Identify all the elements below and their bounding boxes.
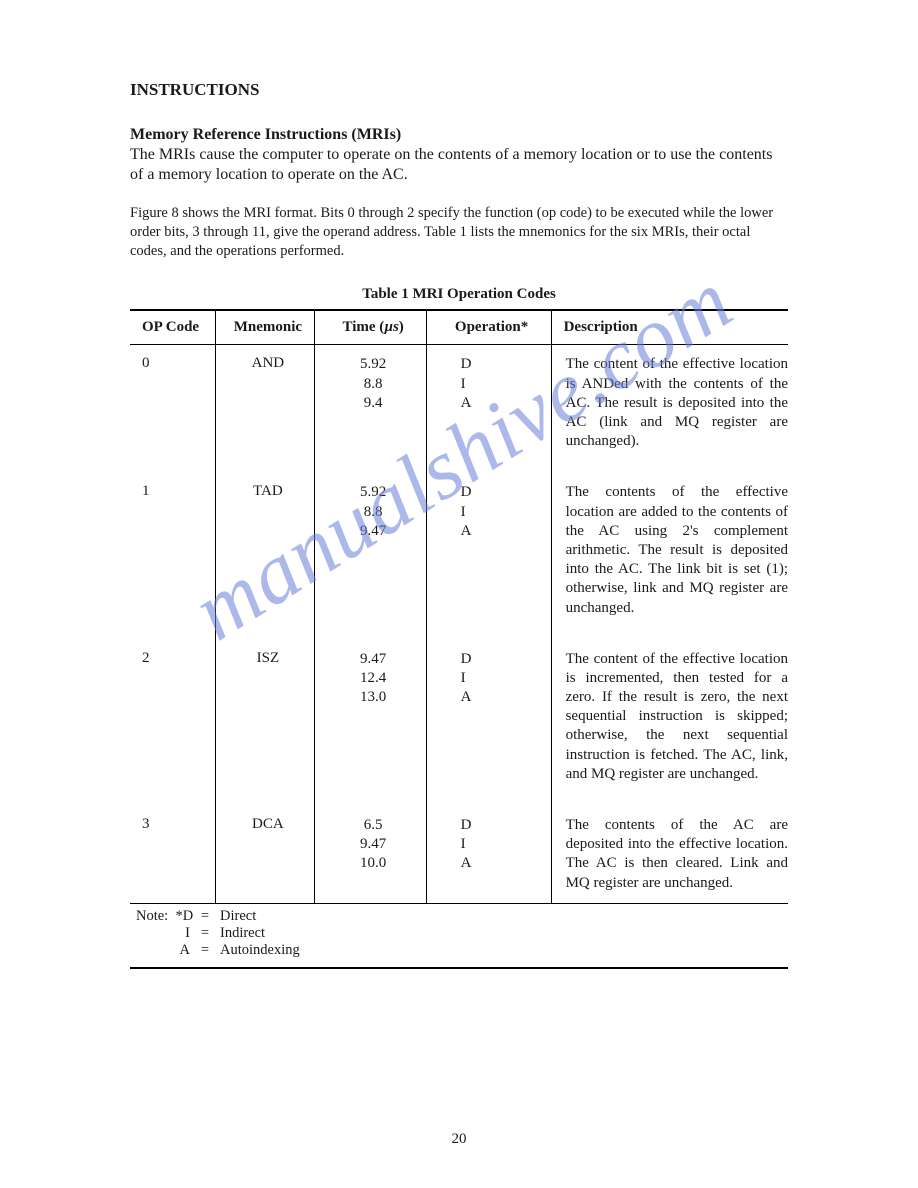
cell-mnemonic: TAD [216,473,315,639]
note-value: Indirect [214,925,265,942]
note-label: I [136,925,196,942]
cell-mnemonic: AND [216,345,315,473]
note-row: A = Autoindexing [136,942,788,959]
op-value: I [461,835,545,854]
col-header-time: Time (µs) [314,310,426,345]
section-heading: INSTRUCTIONS [130,80,788,100]
op-value: D [461,483,545,502]
note-row: I = Indirect [136,925,788,942]
op-value: A [461,394,545,413]
time-value: 6.5 [327,816,420,835]
cell-opcode: 3 [130,806,216,903]
page-number: 20 [0,1131,918,1148]
note-label: A [136,942,196,959]
cell-mnemonic: ISZ [216,640,315,806]
time-label-suffix: ) [399,319,404,335]
time-value: 9.47 [327,522,420,541]
time-value: 12.4 [327,669,420,688]
note-equals: = [196,925,214,942]
cell-opcode: 1 [130,473,216,639]
time-value: 9.4 [327,394,420,413]
time-value: 8.8 [327,503,420,522]
time-value: 9.47 [327,835,420,854]
table-header-row: OP Code Mnemonic Time (µs) Operation* De… [130,310,788,345]
op-value: A [461,854,545,873]
table-row: 2 ISZ 9.47 12.4 13.0 D I A The content o… [130,640,788,806]
mri-opcodes-table: OP Code Mnemonic Time (µs) Operation* De… [130,309,788,903]
op-value: A [461,688,545,707]
op-value: D [461,816,545,835]
cell-operation: D I A [426,640,551,806]
cell-opcode: 0 [130,345,216,473]
time-value: 9.47 [327,650,420,669]
time-value: 5.92 [327,355,420,374]
col-header-opcode: OP Code [130,310,216,345]
table-row: 1 TAD 5.92 8.8 9.47 D I A The contents o… [130,473,788,639]
cell-description: The content of the effective location is… [551,640,788,806]
note-label: *D [175,908,193,924]
cell-opcode: 2 [130,640,216,806]
time-value: 8.8 [327,375,420,394]
cell-mnemonic: DCA [216,806,315,903]
time-value: 13.0 [327,688,420,707]
document-page: INSTRUCTIONS Memory Reference Instructio… [0,0,918,1029]
time-value: 5.92 [327,483,420,502]
time-value: 10.0 [327,854,420,873]
note-prefix: Note: *D [136,908,196,925]
note-row: Note: *D = Direct [136,908,788,925]
time-label-prefix: Time ( [343,319,385,335]
figure-paragraph: Figure 8 shows the MRI format. Bits 0 th… [130,204,788,261]
cell-description: The content of the effective location is… [551,345,788,473]
table-footnote: Note: *D = Direct I = Indirect A = Autoi… [130,908,788,969]
cell-time: 5.92 8.8 9.4 [314,345,426,473]
subsection-heading: Memory Reference Instructions (MRIs) [130,126,788,144]
cell-time: 6.5 9.47 10.0 [314,806,426,903]
cell-time: 9.47 12.4 13.0 [314,640,426,806]
op-value: I [461,375,545,394]
op-value: I [461,503,545,522]
op-value: A [461,522,545,541]
note-value: Autoindexing [214,942,300,959]
note-value: Direct [214,908,256,925]
table-row: 0 AND 5.92 8.8 9.4 D I A The content of … [130,345,788,473]
note-prefix-text: Note: [136,908,168,924]
op-value: D [461,650,545,669]
cell-operation: D I A [426,806,551,903]
table-row: 3 DCA 6.5 9.47 10.0 D I A The contents o… [130,806,788,903]
col-header-operation: Operation* [426,310,551,345]
table-caption: Table 1 MRI Operation Codes [130,286,788,303]
note-equals: = [196,908,214,925]
cell-operation: D I A [426,473,551,639]
time-label-unit: µs [384,319,398,335]
col-header-mnemonic: Mnemonic [216,310,315,345]
col-header-description: Description [551,310,788,345]
intro-paragraph: The MRIs cause the computer to operate o… [130,145,788,186]
cell-operation: D I A [426,345,551,473]
op-value: D [461,355,545,374]
cell-description: The contents of the effective location a… [551,473,788,639]
note-equals: = [196,942,214,959]
cell-description: The contents of the AC are deposited int… [551,806,788,903]
cell-time: 5.92 8.8 9.47 [314,473,426,639]
op-value: I [461,669,545,688]
